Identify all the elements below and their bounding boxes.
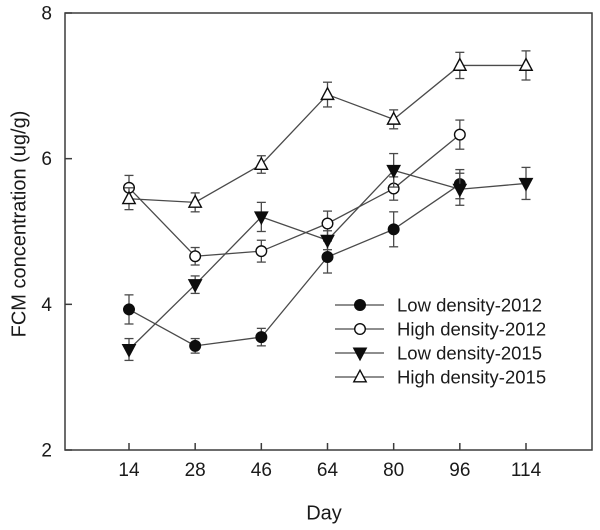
legend-label: High density-2012 <box>397 319 546 340</box>
series-high-density-2012 <box>122 119 466 266</box>
x-tick-label: 28 <box>185 460 206 481</box>
marker-open-triangle-up-icon <box>386 111 402 125</box>
legend-label: Low density-2015 <box>397 343 542 364</box>
marker-open-triangle-up-icon <box>518 57 534 71</box>
legend-item: High density-2012 <box>335 319 546 340</box>
legend-item: High density-2015 <box>335 367 546 388</box>
series-line <box>128 134 461 257</box>
marker-filled-circle-icon <box>387 223 400 236</box>
x-tick-label: 14 <box>118 460 140 481</box>
legend-item: Low density-2015 <box>335 343 542 364</box>
marker-filled-circle-icon <box>354 299 367 312</box>
y-tick-label: 8 <box>41 4 52 25</box>
y-axis: 2 4 6 8 <box>41 4 72 462</box>
marker-open-triangle-up-icon <box>121 190 137 205</box>
marker-filled-triangle-down-icon <box>320 234 335 249</box>
x-tick-label: 114 <box>511 460 542 481</box>
marker-open-triangle-up-icon <box>320 86 335 101</box>
x-tick-label: 96 <box>449 460 470 481</box>
marker-open-circle-icon <box>321 217 334 230</box>
x-tick-label: 46 <box>251 460 272 481</box>
marker-filled-triangle-down-icon <box>352 347 368 362</box>
x-axis-title: Day <box>306 502 342 525</box>
legend-item: Low density-2012 <box>335 295 542 316</box>
x-tick-label: 64 <box>317 460 339 481</box>
marker-filled-triangle-down-icon <box>121 343 137 358</box>
x-axis: 14 28 46 64 80 96 114 <box>118 443 542 481</box>
series-line <box>128 183 461 347</box>
series-high-density-2015 <box>121 50 534 213</box>
x-tick-label: 80 <box>383 460 404 481</box>
marker-open-circle-icon <box>189 250 202 263</box>
marker-filled-circle-icon <box>189 339 202 352</box>
marker-open-triangle-up-icon <box>352 368 368 383</box>
legend-label: High density-2015 <box>397 367 546 388</box>
marker-filled-triangle-down-icon <box>253 211 269 226</box>
y-tick-label: 4 <box>41 295 52 316</box>
marker-filled-triangle-down-icon <box>452 183 468 198</box>
marker-filled-triangle-down-icon <box>187 279 203 293</box>
marker-filled-triangle-down-icon <box>518 177 534 192</box>
series-low-density-2015 <box>121 152 534 362</box>
marker-open-circle-icon <box>453 128 466 141</box>
marker-filled-circle-icon <box>122 303 135 316</box>
marker-open-triangle-up-icon <box>253 156 269 170</box>
marker-filled-circle-icon <box>255 331 268 344</box>
y-axis-title: FCM concentration (ug/g) <box>8 110 31 338</box>
plot-frame <box>64 12 593 451</box>
y-tick-label: 2 <box>41 441 52 462</box>
marker-open-triangle-up-icon <box>452 57 468 71</box>
marker-open-circle-icon <box>354 323 367 336</box>
marker-open-triangle-up-icon <box>187 194 203 208</box>
y-tick-label: 6 <box>41 149 52 170</box>
legend: Low density-2012 High density-2012 Low den… <box>335 295 546 388</box>
marker-filled-circle-icon <box>321 250 334 263</box>
marker-filled-triangle-down-icon <box>386 164 402 179</box>
legend-label: Low density-2012 <box>397 295 542 316</box>
marker-open-circle-icon <box>255 245 268 258</box>
